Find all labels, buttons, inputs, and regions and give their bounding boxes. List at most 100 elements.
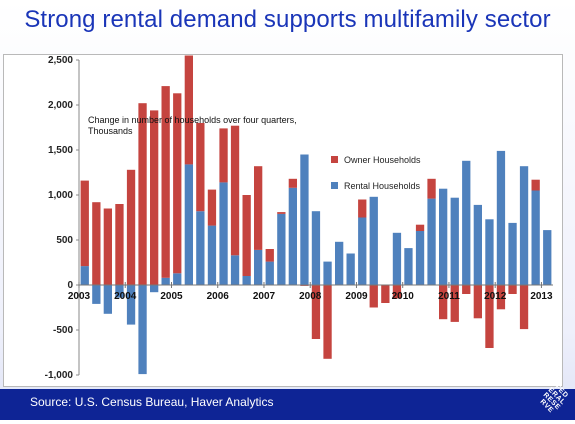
bar-owner: [92, 202, 101, 285]
bar-rental: [404, 248, 413, 285]
bar-rental: [300, 154, 309, 285]
bar-owner: [323, 285, 332, 359]
bar-rental: [369, 196, 378, 285]
bar-owner: [288, 178, 297, 188]
y-tick-label: 500: [56, 235, 73, 246]
bar-rental: [92, 285, 101, 304]
bar-rental: [115, 285, 124, 298]
bar-rental: [392, 232, 402, 285]
bar-rental: [462, 160, 471, 285]
bar-rental: [207, 225, 217, 285]
bar-owner: [184, 55, 193, 165]
bar-rental: [508, 222, 517, 285]
x-tick-label: 2004: [114, 291, 137, 302]
stacked-bar-chart: -1,000 -500 0 500 1,000 1,500 2,000 2,500 2003 20…: [45, 55, 553, 381]
y-tick-label: -1,000: [45, 370, 74, 381]
bar-rental: [450, 197, 459, 285]
bar-rental: [311, 211, 321, 285]
bar-owner: [450, 285, 459, 322]
bar-rental: [439, 188, 448, 285]
bar-owner: [80, 180, 89, 267]
legend-swatch-rental: [331, 182, 338, 189]
bar-owner: [173, 93, 182, 274]
bar-owner: [242, 195, 251, 276]
bar-owner: [277, 212, 286, 214]
x-tick-label: 2003: [68, 291, 91, 302]
bar-owner: [415, 224, 425, 231]
bar-owner: [254, 166, 263, 250]
bar-rental: [496, 150, 506, 285]
bar-owner: [381, 285, 390, 303]
y-tick-label: 0: [67, 280, 73, 291]
bar-owner: [138, 103, 147, 285]
bar-rental: [519, 166, 529, 285]
chart-frame: -1,000 -500 0 500 1,000 1,500 2,000 2,500 2003 20…: [3, 54, 563, 387]
bar-rental: [126, 285, 136, 325]
bar-owner: [473, 285, 482, 319]
bar-rental: [358, 217, 367, 285]
x-tick-label: 2009: [345, 291, 368, 302]
bar-owner: [392, 285, 402, 299]
footer-bar: Source: U.S. Census Bureau, Haver Analyt…: [0, 389, 575, 420]
legend-label-rental: Rental Households: [344, 180, 421, 191]
bar-owner: [427, 178, 436, 199]
legend-item-rental: Rental Households: [331, 180, 421, 191]
y-tick-label: 1,000: [48, 190, 73, 201]
bar-rental: [242, 276, 251, 285]
bar-owner: [485, 285, 494, 348]
bar-rental: [103, 285, 112, 314]
chart-note-line-1: Change in number of households over four…: [88, 115, 297, 125]
y-tick-label: 1,500: [48, 145, 73, 156]
bar-rental: [335, 241, 344, 285]
bar-owner: [126, 169, 136, 285]
x-tick-label: 2007: [253, 291, 276, 302]
source-note: Source: U.S. Census Bureau, Haver Analyt…: [30, 395, 274, 409]
bar-owner: [519, 285, 529, 330]
x-tick-label: 2008: [299, 291, 322, 302]
bar-rental: [531, 190, 540, 285]
bar-rental: [196, 211, 205, 285]
x-tick-label: 2013: [530, 291, 553, 302]
legend-item-owner: Owner Households: [331, 154, 421, 165]
bar-owner: [496, 285, 506, 310]
bar-rental: [485, 219, 494, 285]
bar-rental: [254, 249, 263, 285]
bar-rental: [288, 187, 297, 285]
bar-owner: [508, 285, 517, 294]
bar-owner: [150, 110, 159, 286]
bar-rental: [173, 273, 182, 285]
bar-owner: [219, 128, 228, 183]
bar-rental: [150, 285, 159, 293]
bar-owner: [531, 179, 540, 191]
bar-owner: [103, 208, 112, 285]
bar-rental: [265, 261, 274, 285]
bar-owner: [439, 285, 448, 320]
x-tick-label: 2006: [207, 291, 230, 302]
bar-owner: [115, 204, 124, 285]
bar-rental: [138, 285, 147, 375]
bar-rental: [543, 230, 552, 285]
bar-owner: [207, 189, 217, 226]
bar-owner: [230, 125, 240, 256]
chart-note-line-2: Thousands: [88, 126, 133, 136]
y-tick-label: 2,000: [48, 100, 73, 111]
bar-rental: [415, 231, 425, 285]
y-tick-label: -500: [53, 325, 73, 336]
bar-rental: [219, 182, 228, 285]
x-tick-label: 2010: [392, 291, 415, 302]
bar-rental: [184, 164, 193, 285]
bar-rental: [161, 277, 170, 285]
x-tick-label: 2012: [484, 291, 507, 302]
x-tick-label: 2005: [160, 291, 183, 302]
bar-owner: [311, 285, 321, 339]
bar-rental: [230, 255, 240, 285]
y-tick-label: 2,500: [48, 55, 73, 66]
bar-owner: [369, 285, 378, 308]
bar-owner: [358, 199, 367, 218]
bar-owner: [265, 249, 274, 262]
bar-rental: [427, 198, 436, 285]
slide-title: Strong rental demand supports multifamil…: [24, 6, 551, 33]
legend-swatch-owner: [331, 156, 338, 163]
chart-note: Change in number of households over four…: [88, 115, 348, 137]
legend-label-owner: Owner Households: [344, 154, 421, 165]
